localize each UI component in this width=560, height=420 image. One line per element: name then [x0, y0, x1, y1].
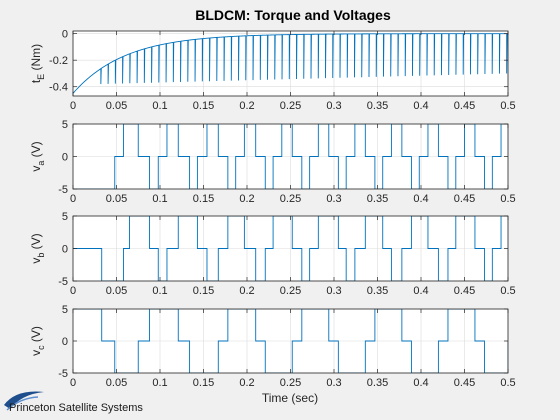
x-tick-label: 0.45 — [454, 100, 475, 112]
logo: Princeton Satellite Systems — [4, 391, 143, 414]
x-tick-label: 0.1 — [152, 377, 167, 389]
y-axis-label-main: v — [29, 166, 43, 172]
panels: 0 0.05 0.1 0.15 0.2 0.25 0.3 0.35 0.4 0.45 0.5-0.4… — [29, 29, 516, 389]
x-tick-label: 0.5 — [500, 193, 515, 205]
x-tick-label: 0.25 — [280, 377, 301, 389]
x-tick-label: 0.4 — [413, 285, 428, 297]
y-axis-label-main: v — [29, 258, 43, 264]
y-tick-label: 5 — [62, 119, 68, 131]
y-tick-label: -0.4 — [49, 82, 68, 94]
x-tick-label: 0.15 — [193, 193, 214, 205]
y-axis-label-main: t — [29, 79, 43, 83]
y-axis-label: va (V) — [29, 141, 46, 171]
chart-title: BLDCM: Torque and Voltages — [195, 7, 391, 23]
y-axis-label-unit: (V) — [29, 326, 43, 345]
y-tick-label: 0 — [62, 152, 68, 164]
x-tick-label: 0.3 — [326, 377, 341, 389]
y-axis-label-main: v — [29, 350, 43, 356]
y-tick-label: 5 — [62, 304, 68, 316]
x-tick-label: 0.5 — [500, 100, 515, 112]
x-tick-label: 0.25 — [280, 193, 301, 205]
x-tick-label: 0.05 — [106, 377, 127, 389]
y-tick-label: 0 — [62, 29, 68, 41]
x-tick-label: 0 — [70, 100, 76, 112]
y-tick-label: -5 — [58, 276, 68, 288]
y-tick-label: 0 — [62, 336, 68, 348]
x-tick-label: 0.4 — [413, 193, 428, 205]
x-tick-label: 0.35 — [367, 285, 388, 297]
y-axis-label-subscript: a — [36, 161, 46, 166]
x-tick-label: 0.25 — [280, 285, 301, 297]
x-tick-label: 0.3 — [326, 285, 341, 297]
y-axis-label-subscript: E — [36, 74, 46, 80]
x-axis-label: Time (sec) — [262, 391, 318, 405]
x-tick-label: 0.15 — [193, 100, 214, 112]
x-tick-label: 0.2 — [239, 193, 254, 205]
x-tick-label: 0.1 — [152, 193, 167, 205]
series-line — [73, 216, 508, 281]
x-tick-label: 0.2 — [239, 100, 254, 112]
logo-swoosh-icon — [4, 391, 44, 409]
x-tick-label: 0.4 — [413, 100, 428, 112]
x-tick-label: 0.45 — [454, 193, 475, 205]
x-tick-label: 0.45 — [454, 377, 475, 389]
y-axis-label: vb (V) — [29, 233, 46, 263]
y-tick-label: 5 — [62, 211, 68, 223]
x-tick-label: 0.1 — [152, 100, 167, 112]
x-tick-label: 0.3 — [326, 193, 341, 205]
x-tick-label: 0 — [70, 193, 76, 205]
x-tick-label: 0.35 — [367, 377, 388, 389]
y-axis-label-unit: (Nm) — [29, 44, 43, 74]
series-line — [73, 309, 508, 373]
x-tick-label: 0.45 — [454, 285, 475, 297]
x-tick-label: 0 — [70, 285, 76, 297]
series-line — [73, 124, 508, 189]
logo-text: Princeton Satellite Systems — [9, 402, 143, 414]
y-tick-label: -5 — [58, 184, 68, 196]
x-tick-label: 0.05 — [106, 193, 127, 205]
x-tick-label: 0.5 — [500, 285, 515, 297]
x-tick-label: 0.15 — [193, 285, 214, 297]
y-tick-label: -0.2 — [49, 55, 68, 67]
y-axis-label: vc (V) — [29, 326, 46, 356]
y-tick-label: 0 — [62, 244, 68, 256]
panel-1: 0 0.05 0.1 0.15 0.2 0.25 0.3 0.35 0.4 0.45 0.5-505… — [29, 119, 516, 205]
x-tick-label: 0.05 — [106, 285, 127, 297]
panel-3: 0 0.05 0.1 0.15 0.2 0.25 0.3 0.35 0.4 0.45 0.5-505… — [29, 304, 516, 389]
x-tick-label: 0.35 — [367, 100, 388, 112]
logo-swoosh-accent-icon — [6, 396, 39, 411]
x-tick-label: 0.15 — [193, 377, 214, 389]
y-axis-label-unit: (V) — [29, 141, 43, 160]
x-tick-label: 0.35 — [367, 193, 388, 205]
y-axis-label-unit: (V) — [29, 233, 43, 252]
y-axis-label-subscript: c — [36, 345, 46, 350]
panel-0: 0 0.05 0.1 0.15 0.2 0.25 0.3 0.35 0.4 0.45 0.5 -0.4… — [29, 29, 516, 112]
x-tick-label: 0.4 — [413, 377, 428, 389]
x-tick-label: 0.1 — [152, 285, 167, 297]
x-tick-label: 0.2 — [239, 377, 254, 389]
y-axis-label: tE (Nm) — [29, 44, 46, 83]
y-axis-label-subscript: b — [36, 253, 46, 258]
x-tick-label: 0.3 — [326, 100, 341, 112]
series-line — [73, 33, 508, 94]
x-tick-label: 0.25 — [280, 100, 301, 112]
x-tick-label: 0.05 — [106, 100, 127, 112]
y-tick-label: -5 — [58, 368, 68, 380]
x-tick-label: 0.2 — [239, 285, 254, 297]
x-tick-label: 0 — [70, 377, 76, 389]
x-tick-label: 0.5 — [500, 377, 515, 389]
panel-2: 0 0.05 0.1 0.15 0.2 0.25 0.3 0.35 0.4 0.45 0.5-505… — [29, 211, 516, 297]
